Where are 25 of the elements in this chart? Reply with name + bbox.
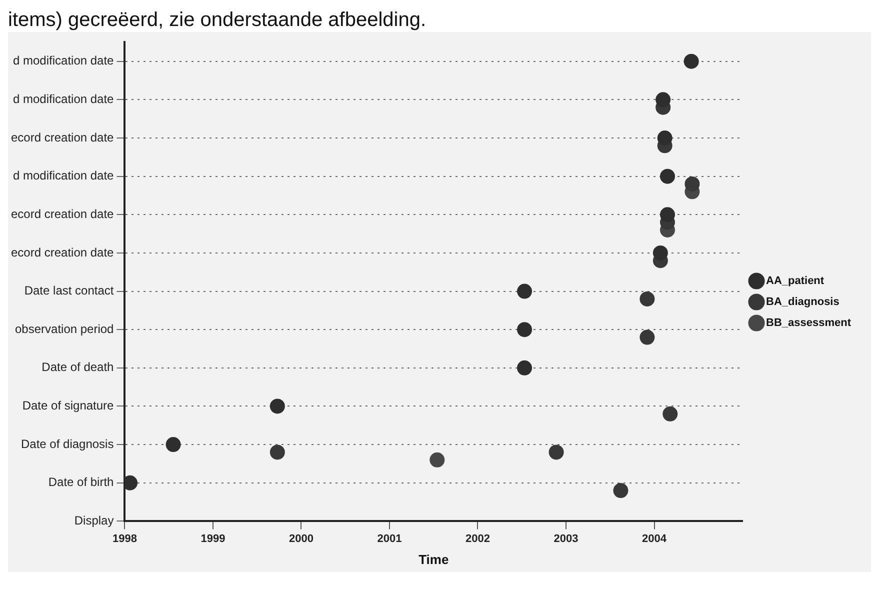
y-tick-label: observation period (15, 322, 114, 336)
legend-label: BA_diagnosis (766, 296, 840, 308)
y-tick-label: Date of signature (22, 398, 114, 413)
x-tick-label: 1999 (200, 532, 226, 545)
x-tick-label: 2001 (377, 532, 402, 545)
y-tick-label: Date last contact (24, 284, 114, 298)
x-tick-label: 2000 (288, 532, 314, 545)
y-tick-label: Date of diagnosis (21, 436, 114, 451)
y-tick-label: ecord creation date (11, 206, 114, 221)
x-tick-label: 2004 (642, 532, 668, 545)
y-tick-label: Date of birth (48, 475, 114, 490)
x-tick-label: 2002 (466, 532, 490, 545)
y-tick-label: d modification date (13, 168, 114, 183)
x-axis-title: Time (418, 552, 449, 567)
text: items) gecreëerd, zie onderstaande afbeelding. (8, 8, 428, 32)
legend-label: BB_assessment (766, 317, 852, 330)
y-tick-label: d modification date (13, 92, 114, 106)
y-tick-label: Date of death (42, 360, 114, 374)
x-tick-label: 2003 (554, 532, 578, 545)
y-tick-label: ecord creation date (11, 130, 114, 144)
y-tick-label: d modification date (13, 54, 114, 68)
x-tick-label: 1998 (112, 532, 137, 545)
legend-label: AA_patient (766, 275, 824, 288)
y-tick-label: ecord creation date (11, 245, 114, 260)
y-tick-label: Display (74, 514, 114, 528)
